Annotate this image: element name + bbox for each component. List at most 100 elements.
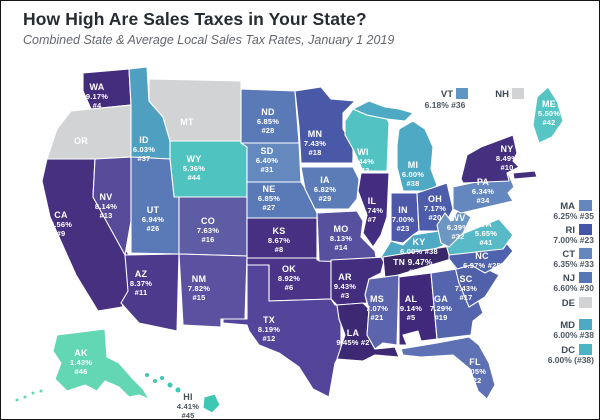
hawaii-small-islands — [145, 373, 149, 377]
state-label-me: ME 5.50% #42 — [538, 99, 560, 127]
state-label-ia: IA 6.82% #29 — [314, 175, 336, 203]
state-fl — [400, 336, 496, 400]
state-ak — [52, 328, 150, 400]
state-label-co: CO 7.63% #16 — [197, 216, 219, 244]
legend-item-ct: CT6.35% #33 — [553, 248, 594, 269]
state-ny — [512, 170, 538, 180]
state-label-ky: KY 6.00% #38 — [400, 237, 438, 256]
svg-text:MA: MA — [560, 201, 575, 212]
state-mn — [294, 86, 356, 164]
state-label-ok: OK 8.92% #6 — [278, 264, 300, 292]
state-label-ga: GA 7.29% #19 — [430, 294, 452, 322]
state-label-nm: NM 7.82% #15 — [188, 274, 210, 302]
state-label-wi: WI 5.44% #43 — [352, 147, 374, 175]
hawaii-small-islands — [153, 379, 157, 383]
hawaii-small-islands — [175, 387, 181, 393]
state-label-ny: NY 8.49% #10 — [496, 144, 518, 172]
state-ia — [300, 166, 360, 210]
state-label-ms: MS 7.07% #21 — [366, 294, 388, 322]
state-label-ca: CA 8.56% #9 — [50, 210, 72, 238]
hawaii-small-islands — [167, 382, 173, 388]
aleutian-islands — [15, 398, 19, 402]
legend-top-nh: NH — [495, 88, 524, 100]
state-mi — [396, 120, 438, 192]
state-ny — [460, 134, 520, 184]
hawaii-small-islands — [160, 376, 164, 380]
state-label-wv: WV 6.39% #32 — [447, 213, 469, 241]
svg-text:7.00% #23: 7.00% #23 — [553, 235, 594, 245]
state-label-nd: ND 6.85% #28 — [257, 107, 279, 135]
svg-text:6.00% #38: 6.00% #38 — [553, 330, 594, 340]
svg-text:DC: DC — [561, 345, 575, 356]
state-label-la: LA 9.45% #2 — [336, 328, 369, 347]
state-label-ks: KS 8.67% #8 — [268, 226, 290, 254]
state-label-oh: OH 7.17% #20 — [424, 194, 446, 222]
state-label-nc: NC 6.97% #25 — [463, 251, 501, 270]
state-mo — [316, 210, 378, 264]
state-label-tx: TX 8.19% #12 — [258, 315, 280, 343]
state-label-or: OR — [74, 136, 88, 146]
state-il — [357, 172, 390, 248]
legend-item-de: DE — [562, 297, 592, 309]
state-ms — [364, 274, 400, 350]
state-label-mi: MI 6.00% #38 — [402, 160, 424, 188]
header: How High Are Sales Taxes in Your State? … — [23, 9, 394, 47]
svg-text:NJ: NJ — [563, 273, 575, 284]
state-label-wa: WA 9.17% #4 — [86, 82, 108, 110]
state-label-al: AL 9.14% #5 — [400, 294, 422, 322]
state-label-tn: TN 9.47% #1 — [393, 257, 433, 276]
legend-item-md: MD6.00% #38 — [553, 319, 594, 340]
state-az — [120, 253, 180, 332]
state-label-in: IN 7.00% #23 — [392, 205, 414, 233]
legend-item-ma: MA6.25% #35 — [553, 200, 594, 221]
svg-text:6.35% #33: 6.35% #33 — [553, 259, 594, 269]
state-label-va: VA 5.65% #41 — [475, 219, 497, 247]
page-subtitle: Combined State & Average Local Sales Tax… — [23, 33, 395, 47]
state-label-il: IL 8.74% #7 — [361, 196, 383, 224]
svg-text:CT: CT — [562, 249, 575, 260]
state-label-mo: MO 8.13% #14 — [330, 224, 352, 252]
state-wy — [169, 140, 248, 198]
state-label-id: ID 6.03% #37 — [133, 135, 155, 163]
svg-text:6.18% #36: 6.18% #36 — [425, 100, 466, 110]
legend-item-ri: RI7.00% #23 — [553, 224, 594, 245]
state-label-sc: SC 7.43% #17 — [455, 274, 477, 302]
aleutian-islands — [39, 389, 43, 393]
state-me — [532, 86, 564, 144]
svg-text:VT: VT — [441, 89, 453, 100]
svg-text:6.25% #35: 6.25% #35 — [553, 211, 594, 221]
state-label-mn: MN 7.43% #18 — [304, 129, 326, 157]
aleutian-islands — [31, 391, 35, 395]
svg-text:DE: DE — [562, 298, 575, 309]
state-va — [444, 218, 514, 256]
state-or — [46, 104, 132, 160]
state-label-mt: MT — [180, 117, 194, 127]
state-hi — [202, 393, 221, 414]
state-label-nv: NV 8.14% #13 — [95, 192, 117, 220]
page-title: How High Are Sales Taxes in Your State? — [23, 9, 367, 29]
svg-text:MD: MD — [560, 320, 575, 331]
state-label-pa: PA 6.34% #34 — [472, 177, 494, 205]
legend-item-dc: DC6.00% (#38) — [548, 344, 594, 365]
state-label-ne: NE 6.85% #27 — [258, 184, 280, 212]
svg-text:RI: RI — [566, 225, 576, 236]
state-pa — [452, 174, 515, 214]
state-label-fl: FL 7.05% #22 — [464, 357, 486, 385]
state-label-sd: SD 6.40% #31 — [256, 146, 278, 174]
legend-top-vt: VT6.18% #36 — [425, 88, 468, 110]
state-label-ar: AR 9.43% #3 — [334, 272, 356, 300]
state-label-hi: HI 4.41% #45 — [177, 392, 199, 420]
svg-text:6.60% #30: 6.60% #30 — [553, 283, 594, 293]
svg-text:6.00% (#38): 6.00% (#38) — [548, 355, 594, 365]
state-label-az: AZ 8.37% #11 — [130, 269, 152, 297]
state-label-wy: WY 5.36% #44 — [183, 154, 205, 182]
state-label-ak: AK 1.43% #46 — [70, 348, 92, 376]
legend-item-nj: NJ6.60% #30 — [553, 272, 594, 293]
svg-text:NH: NH — [495, 89, 509, 100]
state-nv — [92, 156, 132, 256]
aleutian-islands — [23, 395, 27, 399]
state-label-ut: UT 6.94% #26 — [142, 205, 164, 233]
state-mi — [352, 100, 414, 122]
